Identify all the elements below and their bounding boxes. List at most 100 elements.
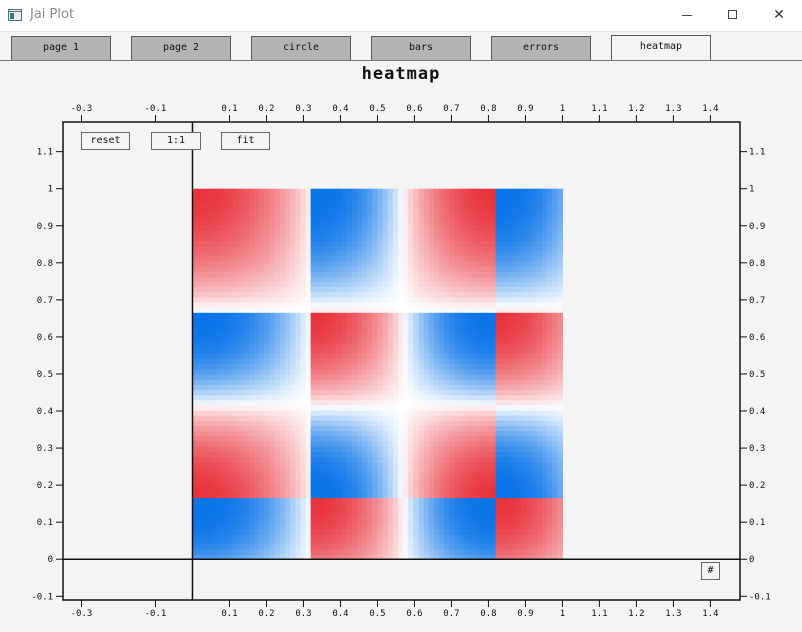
- heatmap-cell: [403, 368, 409, 375]
- heatmap-cell: [387, 219, 394, 226]
- heatmap-cell: [300, 281, 307, 288]
- heatmap-cell: [536, 404, 543, 411]
- heatmap-cell: [192, 250, 199, 257]
- heatmap-cell: [372, 363, 379, 370]
- heatmap-cell: [418, 193, 425, 200]
- tab-page-1[interactable]: page 1: [11, 36, 111, 60]
- tab-circle[interactable]: circle: [251, 36, 351, 60]
- heatmap-cell: [192, 528, 199, 535]
- heatmap-cell: [207, 435, 214, 442]
- heatmap-cell: [449, 193, 456, 200]
- heatmap-cell: [500, 451, 507, 457]
- heatmap-cell: [511, 415, 517, 421]
- heatmap-cell: [341, 440, 348, 447]
- minimize-icon[interactable]: [664, 0, 710, 31]
- heatmap-cell: [305, 312, 312, 318]
- heatmap-cell: [475, 245, 481, 252]
- heatmap-cell: [300, 353, 307, 360]
- heatmap-cell: [377, 409, 384, 416]
- heatmap-cell: [469, 461, 476, 468]
- heatmap-cell: [326, 296, 332, 303]
- heatmap-cell: [398, 188, 404, 195]
- heatmap-cell: [362, 404, 368, 411]
- heatmap-cell: [290, 198, 296, 205]
- heatmap-cell: [362, 528, 368, 535]
- heatmap-cell: [423, 373, 430, 380]
- heatmap-cell: [202, 518, 209, 524]
- heatmap-cell: [326, 461, 332, 468]
- tab-heatmap[interactable]: heatmap: [611, 35, 711, 61]
- heatmap-cell: [500, 250, 507, 257]
- heatmap-cell: [315, 399, 322, 406]
- heatmap-cell: [341, 281, 348, 288]
- heatmap-cell: [433, 317, 440, 324]
- heatmap-cell: [449, 286, 456, 293]
- heatmap-cell: [511, 312, 517, 318]
- heatmap-cell: [511, 482, 517, 488]
- heatmap-cell: [495, 337, 502, 344]
- heatmap-cell: [300, 492, 307, 499]
- heatmap-cell: [398, 466, 404, 473]
- tab-bars[interactable]: bars: [371, 36, 471, 60]
- heatmap-cell: [233, 204, 240, 210]
- heatmap-cell: [500, 358, 507, 365]
- maximize-icon[interactable]: [710, 0, 756, 31]
- heatmap-cell: [197, 379, 204, 385]
- heatmap-cell: [372, 430, 379, 437]
- heatmap-cell: [310, 188, 317, 195]
- heatmap-cell: [485, 379, 492, 385]
- heatmap-cell: [336, 255, 343, 262]
- heatmap-cell: [449, 415, 456, 421]
- heatmap-cell: [269, 312, 276, 318]
- heatmap-cell: [238, 425, 245, 432]
- heatmap-cell: [387, 368, 394, 375]
- heatmap-cell: [331, 482, 337, 488]
- heatmap-cell: [521, 497, 528, 504]
- heatmap-cell: [233, 281, 240, 288]
- heatmap-cell: [398, 497, 404, 504]
- heatmap-cell: [351, 435, 358, 442]
- heatmap-cell: [356, 353, 363, 360]
- heatmap-cell: [367, 286, 373, 293]
- heatmap-cell: [341, 265, 348, 272]
- heatmap-cell: [408, 471, 415, 478]
- heatmap-cell: [387, 245, 394, 252]
- heatmap-cell: [233, 497, 240, 504]
- heatmap-cell: [459, 415, 466, 421]
- heatmap-cell: [403, 518, 409, 524]
- heatmap-cell: [387, 250, 394, 257]
- heatmap-cell: [408, 322, 415, 329]
- heatmap-cell: [326, 492, 332, 499]
- heatmap-cell: [387, 224, 394, 231]
- heatmap-cell: [269, 543, 276, 550]
- heatmap-cell: [541, 322, 548, 329]
- heatmap-cell: [475, 219, 481, 226]
- tab-errors[interactable]: errors: [491, 36, 591, 60]
- heatmap-cell: [367, 193, 373, 200]
- heatmap-cell: [500, 404, 507, 411]
- heatmap-cell: [274, 394, 281, 401]
- heatmap-cell: [367, 291, 373, 298]
- heatmap-cell: [521, 193, 528, 200]
- heatmap-cell: [490, 245, 497, 252]
- heatmap-cell: [202, 276, 209, 282]
- heatmap-cell: [387, 409, 394, 416]
- heatmap-cell: [213, 281, 219, 288]
- heatmap-cell: [295, 373, 301, 380]
- heatmap-cell: [541, 235, 548, 241]
- heatmap-cell: [377, 276, 384, 282]
- heatmap-cell: [249, 507, 255, 514]
- heatmap-cell: [264, 394, 271, 401]
- heatmap-cell: [398, 322, 404, 329]
- close-icon[interactable]: ✕: [773, 7, 785, 23]
- heatmap-cell: [454, 198, 461, 205]
- heatmap-cell: [459, 224, 466, 231]
- heatmap-cell: [279, 518, 286, 524]
- heatmap-cell: [408, 286, 415, 293]
- heatmap-cell: [495, 528, 502, 535]
- heatmap-cell: [223, 394, 230, 401]
- heatmap-cell: [377, 389, 384, 396]
- tab-page-2[interactable]: page 2: [131, 36, 231, 60]
- heatmap-cell: [413, 188, 420, 195]
